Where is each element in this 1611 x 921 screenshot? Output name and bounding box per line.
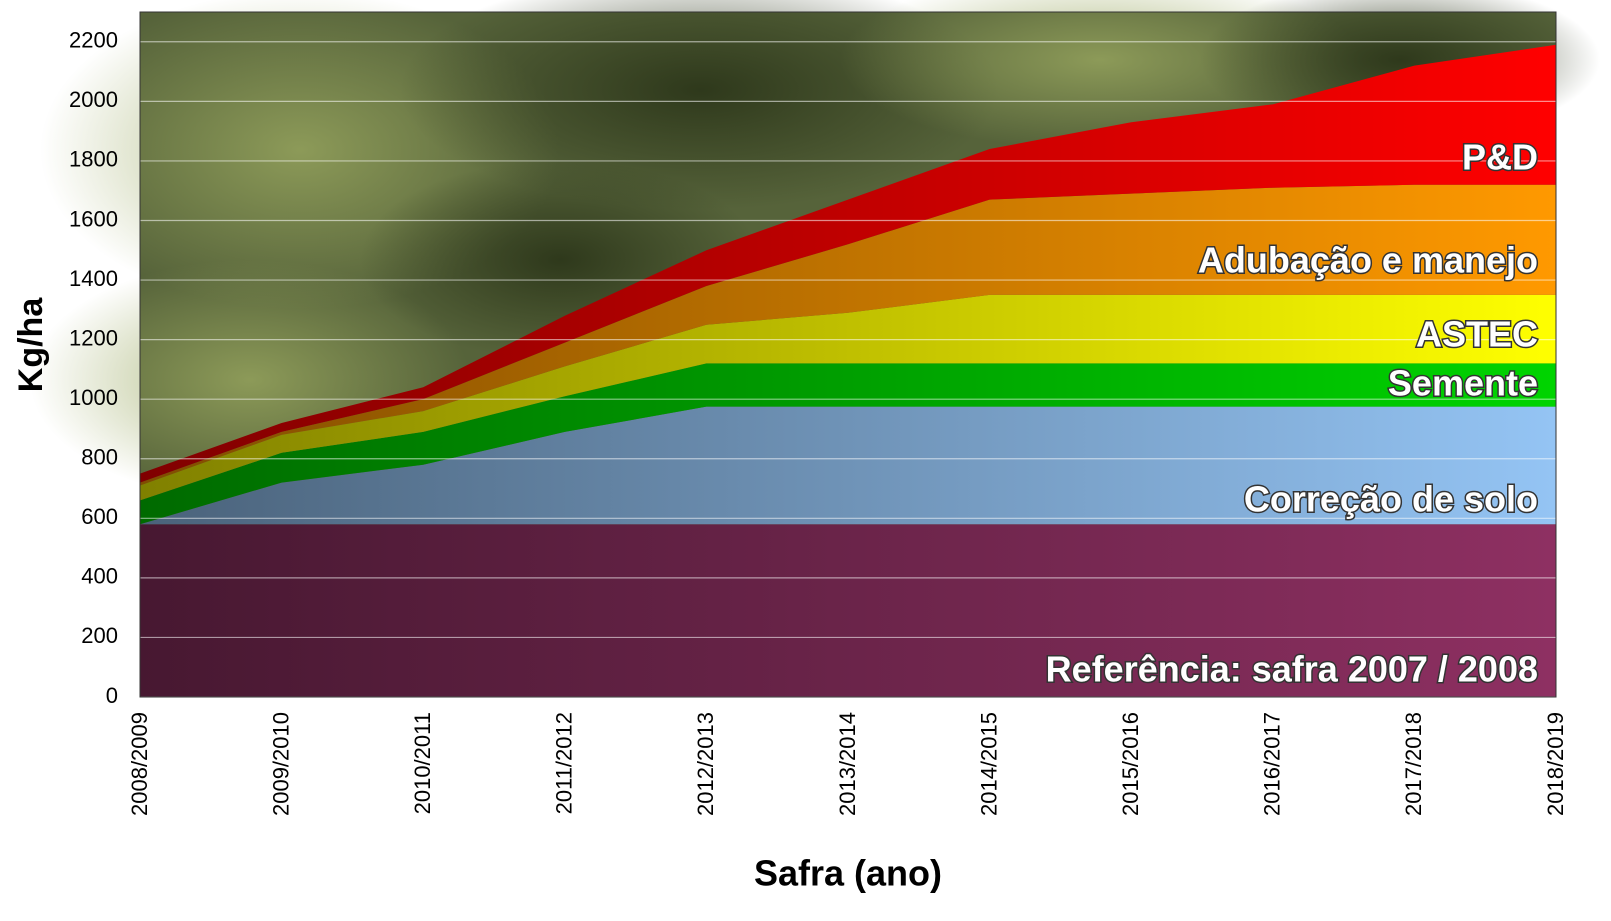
y-tick-label: 1200 — [69, 325, 118, 350]
x-tick-label: 2018/2019 — [1543, 712, 1568, 816]
x-tick-label: 2015/2016 — [1118, 712, 1143, 816]
x-tick-label: 2012/2013 — [693, 712, 718, 816]
x-tick-label: 2017/2018 — [1401, 712, 1426, 816]
area — [140, 406, 1556, 525]
x-axis-title: Safra (ano) — [754, 853, 942, 894]
y-axis-title: Kg/ha — [12, 297, 50, 393]
x-tick-label: 2010/2011 — [410, 712, 435, 814]
y-tick-label: 1000 — [69, 385, 118, 410]
series-label: P&D — [1462, 137, 1538, 178]
y-tick-label: 800 — [81, 445, 118, 470]
y-tick-label: 400 — [81, 564, 118, 589]
series-label: ASTEC — [1416, 314, 1538, 355]
y-tick-label: 200 — [81, 623, 118, 648]
area — [140, 184, 1556, 486]
x-tick-label: 2013/2014 — [835, 712, 860, 816]
series-label: Semente — [1388, 363, 1538, 404]
x-tick-label: 2014/2015 — [976, 712, 1001, 816]
area — [140, 294, 1556, 501]
area — [140, 524, 1556, 697]
y-tick-label: 1400 — [69, 266, 118, 291]
area — [140, 363, 1556, 525]
x-tick-label: 2009/2010 — [268, 712, 293, 816]
y-tick-label: 600 — [81, 504, 118, 529]
y-tick-label: 0 — [106, 683, 118, 708]
x-tick-label: 2016/2017 — [1260, 712, 1285, 816]
area — [140, 44, 1556, 483]
x-tick-label: 2008/2009 — [127, 712, 152, 816]
series-label: Referência: safra 2007 / 2008 — [1046, 649, 1538, 690]
y-tick-label: 2200 — [69, 28, 118, 53]
y-tick-label: 1600 — [69, 206, 118, 231]
series-label: Adubação e manejo — [1198, 240, 1538, 281]
x-tick-label: 2011/2012 — [552, 712, 577, 814]
plot-frame — [139, 11, 1557, 698]
y-tick-label: 1800 — [69, 147, 118, 172]
series-label: Correção de solo — [1244, 479, 1538, 520]
y-tick-label: 2000 — [69, 87, 118, 112]
